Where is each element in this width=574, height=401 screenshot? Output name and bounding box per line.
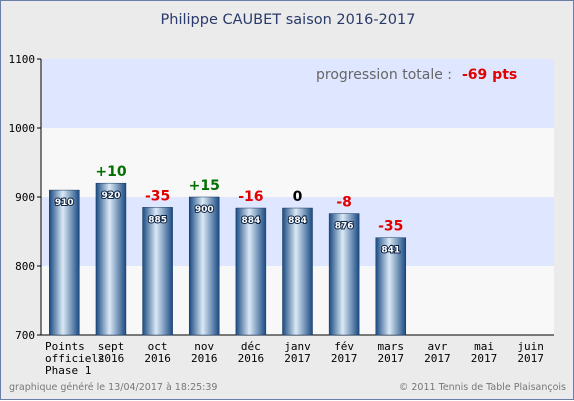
x-tick-label: mai 2017 xyxy=(471,340,498,365)
x-tick-label: Points officiels Phase 1 xyxy=(45,340,105,377)
bar-value-label: 920 xyxy=(102,191,121,201)
delta-label: -16 xyxy=(238,189,263,205)
bar-value-label: 841 xyxy=(381,246,400,256)
delta-label: -35 xyxy=(378,219,403,235)
progression-label: progression totale : xyxy=(316,67,452,83)
y-tick-label: 1000 xyxy=(9,122,36,135)
bar xyxy=(235,207,267,336)
x-tick-label: mars 2017 xyxy=(378,340,405,365)
bar-value-label: 885 xyxy=(148,215,167,225)
chart-title: Philippe CAUBET saison 2016-2017 xyxy=(161,12,416,28)
bar xyxy=(142,207,173,336)
bar xyxy=(328,213,360,336)
delta-label: -35 xyxy=(145,188,170,204)
delta-label: -8 xyxy=(336,195,352,211)
x-tick-label: janv 2017 xyxy=(284,340,311,365)
x-tick-label: fév 2017 xyxy=(331,340,358,365)
x-tick-label: oct 2016 xyxy=(144,340,171,365)
footer-generated: graphique généré le 13/04/2017 à 18:25:3… xyxy=(9,382,217,393)
bar-value-label: 900 xyxy=(195,205,214,215)
bar-value-label: 884 xyxy=(241,216,260,226)
bar xyxy=(375,237,407,336)
y-tick-label: 1100 xyxy=(9,53,36,66)
bar-value-label: 910 xyxy=(55,198,74,208)
delta-label: 0 xyxy=(293,189,303,205)
bar xyxy=(282,207,313,336)
grid-band xyxy=(41,128,554,197)
x-tick-label: nov 2016 xyxy=(191,340,218,365)
x-tick-label: juin 2017 xyxy=(517,340,544,365)
x-tick-label: sept 2016 xyxy=(98,340,125,365)
delta-label: +15 xyxy=(189,178,220,194)
progression-value: -69 pts xyxy=(462,67,517,83)
grid-band xyxy=(41,59,554,128)
footer-copyright: © 2011 Tennis de Table Plaisançois xyxy=(399,382,566,393)
bar-value-label: 884 xyxy=(288,216,307,226)
delta-label: +10 xyxy=(95,164,126,180)
y-tick-label: 900 xyxy=(15,191,35,204)
x-tick-label: déc 2016 xyxy=(238,340,265,365)
x-tick-label: avr 2017 xyxy=(424,340,451,365)
y-tick-label: 700 xyxy=(15,329,35,342)
y-tick-label: 800 xyxy=(15,260,35,273)
bar xyxy=(49,189,80,336)
bar-value-label: 876 xyxy=(335,222,354,232)
bar xyxy=(188,196,220,336)
bar xyxy=(95,182,127,336)
